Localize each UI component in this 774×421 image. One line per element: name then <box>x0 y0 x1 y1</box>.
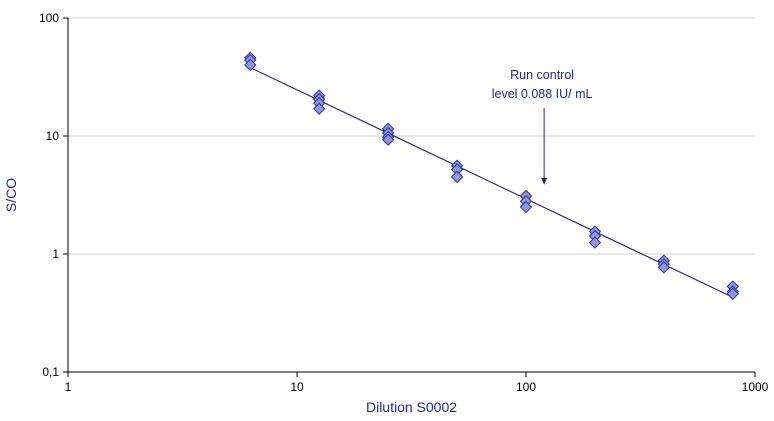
y-axis-title: S/CO <box>3 178 19 212</box>
data-point-13 <box>450 170 464 184</box>
y-tick-label-1: 1 <box>52 247 59 261</box>
axes <box>67 18 755 373</box>
data-point-2 <box>244 58 257 72</box>
data-point-6 <box>312 102 326 116</box>
data-point-16 <box>519 200 533 214</box>
y-tick-label-3: 100 <box>39 11 59 25</box>
annotation-line-2: level 0.088 IU/ mL <box>492 87 593 101</box>
y-tick-label-2: 10 <box>46 129 60 143</box>
data-point-10 <box>381 133 395 146</box>
run-control-annotation: Run control level 0.088 IU/ mL <box>492 68 593 185</box>
y-axis-ticks: 0,1 1 10 100 <box>39 11 68 379</box>
x-axis-ticks: 1 10 100 1000 <box>65 372 769 394</box>
x-tick-label-1: 10 <box>290 380 304 394</box>
data-points <box>244 51 740 301</box>
annotation-line-1: Run control <box>510 68 574 82</box>
x-tick-label-2: 100 <box>516 380 536 394</box>
annotation-arrowhead <box>541 177 548 185</box>
gridlines <box>68 17 755 255</box>
x-tick-label-0: 1 <box>65 380 72 394</box>
data-point-19 <box>588 236 602 249</box>
x-tick-label-3: 1000 <box>742 380 769 394</box>
data-point-22 <box>657 261 671 274</box>
trendline <box>249 67 734 298</box>
x-axis-title: Dilution S0002 <box>366 399 457 415</box>
data-point-25 <box>726 287 740 301</box>
y-tick-label-0: 0,1 <box>42 365 59 379</box>
